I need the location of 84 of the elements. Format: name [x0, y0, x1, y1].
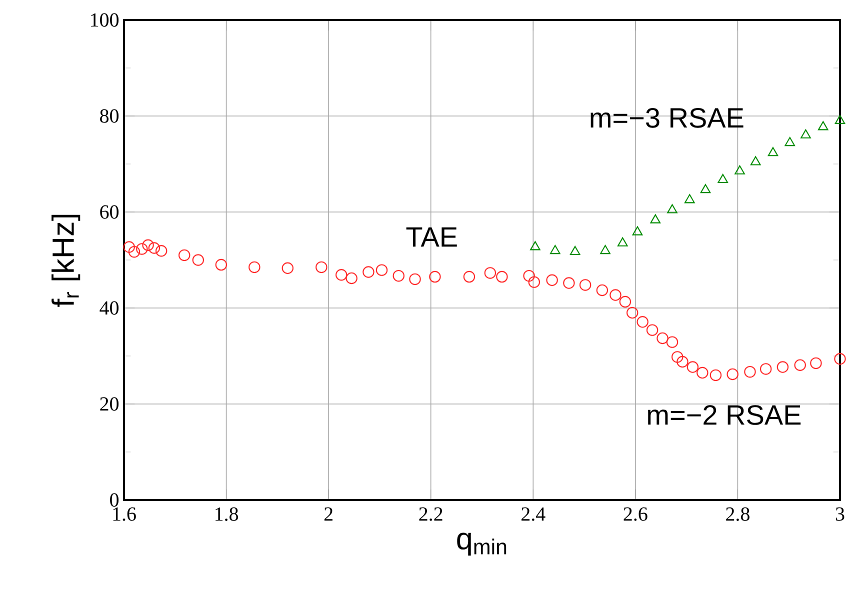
point: [744, 366, 756, 378]
point: [656, 332, 668, 344]
point: [776, 361, 789, 373]
point: [528, 276, 540, 288]
point: [376, 264, 388, 276]
y-tick-label: 0: [110, 493, 119, 507]
point: [636, 316, 648, 328]
point: [335, 269, 348, 281]
point: [834, 114, 846, 124]
point: [155, 245, 168, 257]
point: [768, 147, 778, 156]
point: [484, 267, 496, 279]
point: [148, 242, 160, 254]
x-tick-label: 2.8: [726, 507, 750, 521]
point: [215, 258, 228, 271]
x-tick-label: 2.4: [522, 507, 546, 521]
point: [579, 279, 592, 291]
point: [282, 262, 294, 274]
point: [600, 245, 610, 254]
point: [546, 274, 558, 286]
point: [248, 261, 260, 274]
point: [667, 204, 678, 214]
point: [619, 296, 632, 308]
point: [794, 359, 806, 371]
point: [570, 246, 580, 256]
y-tick-label: 20: [100, 397, 119, 411]
point: [178, 249, 190, 262]
point: [784, 137, 796, 146]
point: [686, 361, 699, 373]
x-tick-label: 2: [324, 507, 332, 521]
y-tick-label: 80: [100, 109, 119, 123]
y-tick-label: 60: [100, 205, 119, 219]
point: [610, 289, 622, 301]
point: [463, 270, 476, 283]
point: [810, 357, 822, 370]
annotation: TAE: [406, 227, 457, 247]
point: [700, 184, 711, 194]
y-tick-label: 40: [100, 301, 119, 315]
x-tick-label: 1.8: [216, 507, 238, 521]
point: [316, 261, 328, 274]
x-tick-label: 1.6: [113, 507, 136, 521]
y-tick-label: 100: [91, 13, 119, 27]
point: [346, 272, 358, 284]
point: [666, 336, 678, 348]
point: [650, 214, 661, 224]
point: [750, 156, 761, 166]
point: [550, 245, 560, 254]
point: [409, 273, 421, 286]
point: [671, 351, 684, 363]
point: [429, 270, 441, 283]
point: [192, 254, 204, 266]
point: [563, 277, 575, 289]
point: [726, 368, 738, 380]
point: [676, 356, 688, 368]
point: [718, 174, 728, 184]
point: [834, 353, 846, 365]
point: [123, 241, 135, 253]
point: [818, 121, 828, 130]
point: [696, 366, 708, 379]
point: [596, 284, 608, 296]
point: [530, 241, 540, 250]
point: [632, 226, 643, 236]
point: [496, 270, 508, 283]
point: [760, 363, 772, 375]
point: [523, 270, 535, 282]
point: [684, 194, 695, 204]
point: [136, 243, 148, 255]
point: [128, 246, 140, 258]
x-tick-label: 3: [836, 507, 844, 521]
point: [626, 306, 638, 319]
point: [392, 270, 405, 282]
point: [362, 266, 374, 278]
point: [142, 239, 154, 251]
point: [800, 129, 811, 138]
annotation: m=−2 RSAE: [648, 405, 801, 425]
point: [646, 324, 658, 336]
point: [617, 237, 628, 246]
point: [734, 165, 745, 174]
annotation: m=−3 RSAE: [590, 108, 744, 128]
x-tick-label: 2.2: [419, 507, 442, 521]
y-axis-title: f$_{r}$ [kHz]: [52, 214, 80, 307]
x-tick-label: 2.6: [624, 507, 648, 521]
point: [710, 369, 722, 382]
x-axis-title: q$_{min}$: [457, 532, 506, 556]
